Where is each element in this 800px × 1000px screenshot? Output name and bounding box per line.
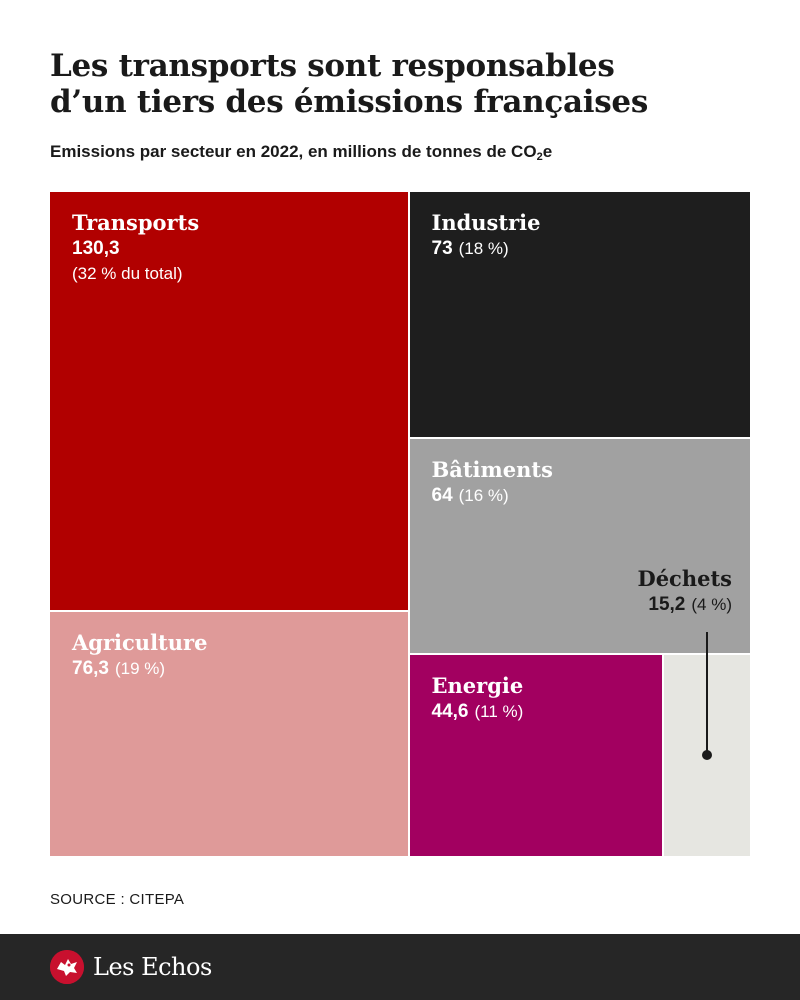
brand-name: Les Echos [93, 953, 212, 981]
dechets-value: 15,2 [648, 594, 686, 615]
energie-share: (11 %) [474, 702, 524, 722]
industrie-value: 73 [431, 238, 453, 259]
treemap: Transports 130,3 (32 % du total) Industr… [50, 192, 750, 856]
batiments-value: 64 [431, 485, 453, 507]
subtitle-end: e [542, 142, 553, 161]
source-note: SOURCE : CITEPA [50, 891, 185, 908]
dechets-share: (4 %) [691, 595, 732, 614]
dechets-leader-dot [702, 750, 712, 760]
treemap-cell-batiments: Bâtiments 64 (16 %) [409, 439, 750, 654]
dechets-leader-line [706, 632, 708, 754]
title-line-2: d’un tiers des émissions françaises [50, 84, 648, 120]
industrie-share: (18 %) [458, 239, 509, 258]
agriculture-value: 76,3 [72, 657, 109, 679]
transports-label: Transports 130,3 (32 % du total) [72, 208, 199, 284]
batiments-label: Bâtiments 64 (16 %) [432, 455, 553, 507]
subtitle-main: Emissions par secteur en 2022, en millio… [50, 142, 537, 161]
title-line-1: Les transports sont responsables [50, 48, 615, 84]
subtitle-subscript: 2 [536, 151, 543, 163]
batiments-share: (16 %) [458, 486, 509, 506]
transports-share: (32 % du total) [72, 264, 183, 283]
dechets-label: Déchets 15,2 (4 %) [637, 564, 732, 616]
treemap-cell-transports: Transports 130,3 (32 % du total) [50, 192, 408, 610]
energie-name: Energie [431, 673, 524, 699]
chart-title: Les transports sont responsables d’un ti… [50, 48, 750, 120]
brand-logo: Les Echos [50, 949, 212, 985]
treemap-cell-agriculture: Agriculture 76,3 (19 %) [50, 611, 408, 856]
energie-label: Energie 44,6 (11 %) [432, 671, 524, 723]
energie-value: 44,6 [431, 701, 469, 723]
dechets-name: Déchets [637, 566, 732, 591]
treemap-cell-industrie: Industrie 73 (18 %) [409, 192, 750, 438]
industrie-name: Industrie [431, 210, 541, 235]
agriculture-name: Agriculture [72, 629, 208, 655]
transports-value: 130,3 [72, 238, 120, 259]
agriculture-share: (19 %) [114, 658, 166, 678]
lion-icon [50, 950, 84, 984]
batiments-name: Bâtiments [431, 457, 553, 483]
treemap-cell-energie: Energie 44,6 (11 %) [409, 655, 663, 856]
chart-subtitle: Emissions par secteur en 2022, en millio… [50, 142, 750, 163]
industrie-label: Industrie 73 (18 %) [432, 208, 541, 260]
footer-bar: Les Echos [0, 934, 800, 1000]
transports-name: Transports [72, 210, 200, 235]
agriculture-label: Agriculture 76,3 (19 %) [72, 628, 207, 680]
